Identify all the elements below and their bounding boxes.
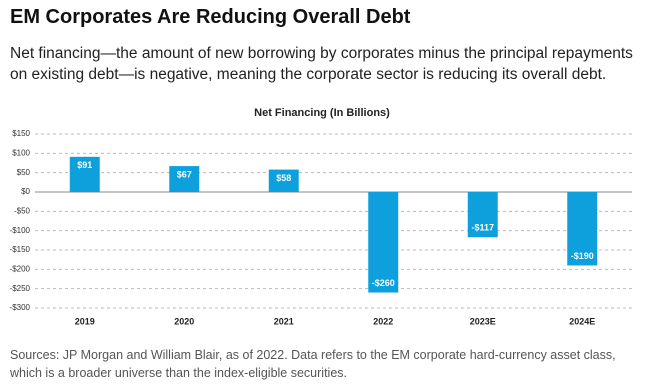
y-tick-label: $50 — [17, 168, 31, 177]
value-label: -$117 — [471, 223, 494, 233]
x-tick-label: 2022 — [373, 316, 393, 326]
y-tick-label: $0 — [21, 187, 30, 196]
bar — [69, 156, 100, 192]
y-tick-label: -$50 — [14, 206, 31, 215]
y-tick-label: $100 — [12, 148, 30, 157]
y-tick-label: -$150 — [10, 245, 31, 254]
y-tick-label: -$200 — [10, 264, 31, 273]
value-label: $91 — [77, 160, 92, 170]
bar — [169, 166, 200, 192]
chart-title: Net Financing (In Billions) — [254, 107, 390, 119]
y-tick-label: -$250 — [10, 284, 31, 293]
value-label: -$190 — [571, 251, 594, 261]
y-tick-label: $150 — [12, 129, 30, 138]
bar — [268, 169, 299, 192]
x-tick-label: 2019 — [75, 316, 95, 326]
x-tick-label: 2021 — [274, 316, 294, 326]
bar — [467, 192, 498, 238]
value-label: $58 — [276, 173, 291, 183]
subtitle-line: Net financing—the amount of new borrowin… — [10, 45, 633, 62]
x-tick-label: 2020 — [174, 316, 194, 326]
y-tick-label: -$100 — [10, 226, 31, 235]
bar — [368, 192, 399, 293]
value-label: $67 — [177, 169, 192, 179]
source-line: which is a broader universe than the ind… — [10, 366, 347, 380]
chart: Net Financing (In Billions) $150 $100 $50 $… — [10, 107, 632, 326]
bar — [567, 192, 598, 266]
y-tick-label: -$300 — [10, 303, 31, 312]
value-label: -$260 — [372, 278, 395, 288]
title: EM Corporates Are Reducing Overall Debt — [10, 6, 411, 28]
x-tick-label: 2024E — [569, 316, 595, 326]
source-line: Sources: JP Morgan and William Blair, as… — [10, 348, 616, 362]
x-tick-label: 2023E — [470, 316, 496, 326]
subtitle-line: on existing debt—is negative, meaning th… — [10, 66, 607, 83]
